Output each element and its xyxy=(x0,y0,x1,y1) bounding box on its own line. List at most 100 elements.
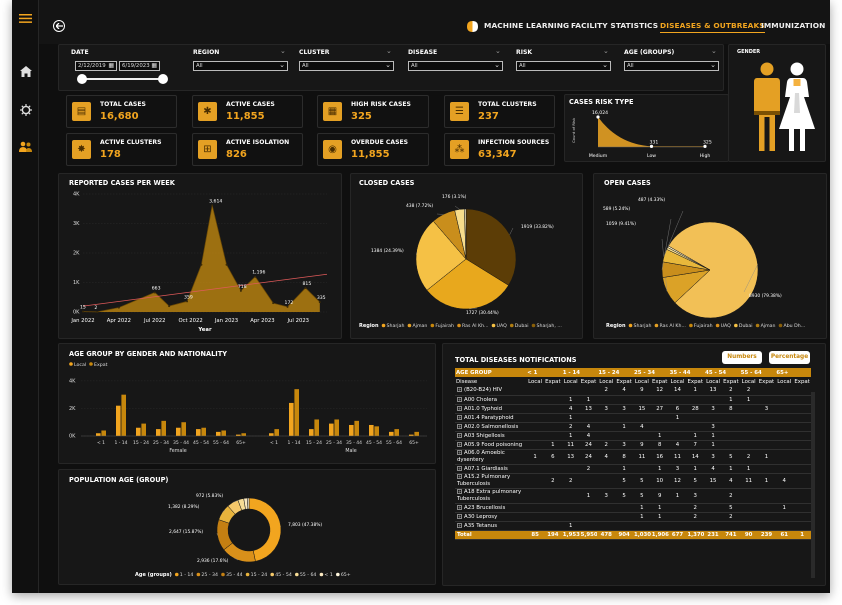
total-cell: 90 xyxy=(739,530,758,540)
open-cases-pie: 8930 (79.38%) 1059 (9.41%) 589 (5.24%) 487 … xyxy=(603,197,805,329)
value-cell xyxy=(757,422,776,432)
kpi-card-infection-sources[interactable]: ⁂ INFECTION SOURCES 63,347 xyxy=(444,133,555,166)
table-row[interactable]: + A05.9 Food poisoning 1 11 24 2 3 9 8 4 7 1 xyxy=(455,440,811,450)
kpi-card-total-cases[interactable]: ▤ TOTAL CASES 16,680 xyxy=(66,95,177,128)
total-cell: 904 xyxy=(615,530,633,540)
expand-row-icon[interactable]: + xyxy=(457,396,462,402)
tab-facility-statistics[interactable]: FACILITY STATISTICS xyxy=(571,21,659,30)
tab-immunization[interactable]: IMMUNIZATION xyxy=(761,21,826,30)
weekly-point-label: 2 xyxy=(94,305,97,311)
legend-entry: UAQ xyxy=(721,323,732,329)
table-row[interactable]: + A18 Extra pulmonary Tuberculosis 1 3 5 5 9 1 3… xyxy=(455,488,811,504)
age-group-column-header[interactable]: 1 - 14 xyxy=(561,368,598,377)
table-row[interactable]: + A23 Brucellosis 1 1 2 5 1 xyxy=(455,503,811,513)
disease-name: A02.0 Salmonellosis xyxy=(464,423,519,430)
age-group-column-header[interactable]: 55 - 64 xyxy=(739,368,776,377)
age-group-column-header[interactable]: 45 - 54 xyxy=(704,368,740,377)
expand-row-icon[interactable]: + xyxy=(457,450,462,455)
numbers-button[interactable]: Numbers xyxy=(722,351,762,364)
legend-entry: 45 - 54 xyxy=(275,572,292,578)
value-cell: 3 xyxy=(597,404,616,414)
expand-row-icon[interactable]: + xyxy=(457,513,462,519)
kpi-card-active-isolation[interactable]: ⊞ ACTIVE ISOLATION 826 xyxy=(192,133,303,166)
pie-slice-label: 1,382 (8.29%) xyxy=(168,504,200,510)
kpi-card-high-risk-cases[interactable]: ▦ HIGH RISK CASES 325 xyxy=(317,95,429,128)
expand-row-icon[interactable]: + xyxy=(457,504,462,510)
table-row[interactable]: + A03 Shigellosis 1 4 1 1 1 xyxy=(455,431,811,441)
age-groups-dropdown[interactable]: All ⌄ xyxy=(624,61,719,71)
expand-row-icon[interactable]: + xyxy=(457,405,462,411)
weekly-x-axis-label: Year xyxy=(197,327,212,333)
age-bar-local xyxy=(116,405,121,436)
table-row[interactable]: + A15.2 Pulmonary Tuberculosis 2 2 5 5 10 12 5 15… xyxy=(455,473,811,489)
notifications-panel: TOTAL DISEASES NOTIFICATIONS Numbers Per… xyxy=(442,343,826,586)
table-row[interactable]: + (B20-B24) HIV 2 4 9 12 14 1 13 2 2 xyxy=(455,386,811,396)
value-cell xyxy=(579,503,598,513)
kpi-card-overdue-cases[interactable]: ◉ OVERDUE CASES 11,855 xyxy=(317,133,429,166)
expand-row-icon[interactable]: + xyxy=(457,414,462,420)
pie-leader-line xyxy=(416,251,418,255)
population-age-panel: POPULATION AGE (GROUP) 7,803 (47.38%) 2,9… xyxy=(58,469,436,585)
table-row[interactable]: + A07.1 Giardiasis 2 1 1 3 1 4 1 1 xyxy=(455,464,811,474)
kpi-card-active-clusters[interactable]: ✸ ACTIVE CLUSTERS 178 xyxy=(66,133,177,166)
kpi-card-active-cases[interactable]: ✱ ACTIVE CASES 11,855 xyxy=(192,95,303,128)
kpi-label: OVERDUE CASES xyxy=(351,139,409,146)
value-cell xyxy=(775,404,794,414)
people-icon[interactable] xyxy=(18,139,33,154)
date-slider-end-handle[interactable] xyxy=(158,74,168,84)
expand-row-icon[interactable]: + xyxy=(457,432,462,438)
risk-dropdown[interactable]: All ⌄ xyxy=(516,61,611,71)
cluster-dropdown[interactable]: All ⌄ xyxy=(299,61,394,71)
virus-icon[interactable] xyxy=(18,102,33,117)
region-dropdown[interactable]: All ⌄ xyxy=(193,61,288,71)
value-cell xyxy=(526,395,544,405)
table-row[interactable]: + A30 Leprosy 1 1 2 2 xyxy=(455,512,811,522)
expand-row-icon[interactable]: + xyxy=(457,489,462,494)
date-slider-start-handle[interactable] xyxy=(77,74,87,84)
percentage-button[interactable]: Percentage xyxy=(769,351,810,364)
age-bar-expat xyxy=(121,394,126,436)
total-cell: 1,906 xyxy=(650,530,669,540)
table-scrollbar[interactable] xyxy=(811,392,815,578)
home-icon[interactable] xyxy=(18,64,33,79)
weekly-y-tick: 0K xyxy=(73,310,80,316)
table-row[interactable]: + A35 Tetanus 1 xyxy=(455,521,811,531)
tab-machine-learning[interactable]: MACHINE LEARNING xyxy=(484,21,570,30)
age-group-column-header[interactable]: 25 - 34 xyxy=(632,368,669,377)
table-row[interactable]: + A02.0 Salmonellosis 2 4 1 4 3 xyxy=(455,422,811,432)
date-from-input[interactable]: 2/12/2019 ▦ xyxy=(75,61,117,71)
expand-row-icon[interactable]: + xyxy=(457,387,462,393)
expand-row-icon[interactable]: + xyxy=(457,465,462,471)
value-cell: 28 xyxy=(686,404,705,414)
age-group-column-header[interactable]: 65+ xyxy=(775,368,811,377)
nationality-subheader: Expat xyxy=(686,377,705,386)
age-group-column-header[interactable]: < 1 xyxy=(526,368,562,377)
clipboard-icon: ☰ xyxy=(450,102,469,121)
age-group-column-header[interactable]: 35 - 44 xyxy=(668,368,705,377)
disease-dropdown[interactable]: All ⌄ xyxy=(408,61,503,71)
expand-row-icon[interactable]: + xyxy=(457,423,462,429)
table-row[interactable]: + A01.0 Typhoid 4 13 3 3 15 27 6 28 3 8 3 xyxy=(455,404,811,414)
expand-row-icon[interactable]: + xyxy=(457,474,462,479)
date-to-input[interactable]: 6/19/2023 ▦ xyxy=(119,61,160,71)
table-row[interactable]: + A06.0 Amoebic dysentery 1 6 13 24 4 8 11 16 11 14… xyxy=(455,449,811,465)
hamburger-menu-icon[interactable] xyxy=(18,11,33,26)
value-cell: 12 xyxy=(668,473,687,489)
value-cell: 2 xyxy=(597,386,616,396)
date-range-slider-track[interactable] xyxy=(82,78,163,80)
value-cell xyxy=(526,473,544,489)
weekly-y-tick: 3K xyxy=(73,221,80,227)
expand-row-icon[interactable]: + xyxy=(457,441,462,447)
value-cell xyxy=(543,521,562,531)
expand-row-icon[interactable]: + xyxy=(457,522,462,528)
value-cell xyxy=(757,488,776,504)
table-row[interactable]: + A01.4 Paratyphoid 1 1 xyxy=(455,413,811,423)
tab-diseases-outbreaks[interactable]: DISEASES & OUTBREAKS xyxy=(660,21,765,33)
weekly-x-tick: Jul 2022 xyxy=(143,318,166,324)
nationality-subheader: Local xyxy=(739,377,758,386)
value-cell xyxy=(793,413,811,423)
back-button[interactable] xyxy=(53,20,65,32)
table-row[interactable]: + A00 Cholera 1 1 1 1 xyxy=(455,395,811,405)
age-group-column-header[interactable]: 15 - 24 xyxy=(597,368,633,377)
kpi-card-total-clusters[interactable]: ☰ TOTAL CLUSTERS 237 xyxy=(444,95,555,128)
